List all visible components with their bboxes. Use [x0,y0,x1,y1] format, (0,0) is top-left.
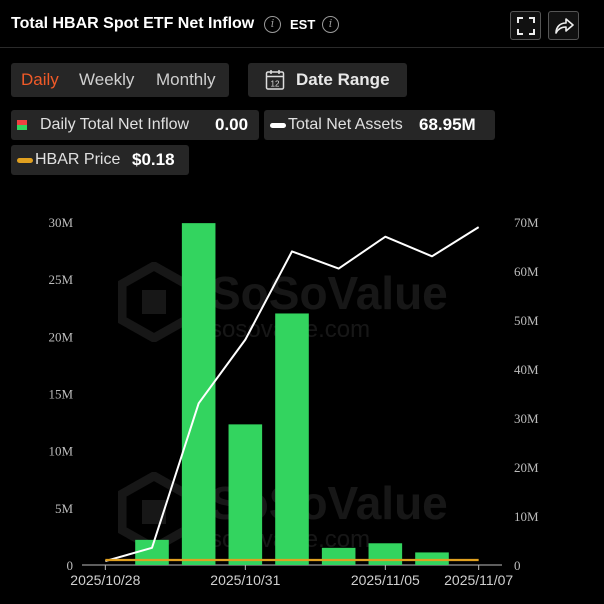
tab-weekly[interactable]: Weekly [79,70,135,89]
x-tick-label: 2025/11/05 [351,572,420,588]
inflow-bar [135,539,169,565]
net-assets-line [105,226,480,563]
inflow-bar [321,547,356,565]
y-right-tick-label: 0 [514,558,521,573]
y-right-tick-label: 20M [514,460,539,475]
tab-daily[interactable]: Daily [21,70,59,89]
y-right-tick-label: 40M [514,362,539,377]
assets-swatch-icon [270,123,286,128]
y-left-tick-label: 25M [48,272,73,287]
tab-monthly[interactable]: Monthly [156,70,216,89]
x-tick-label: 2025/11/07 [444,572,513,588]
timezone-label: EST [290,17,316,32]
timezone-info-icon[interactable]: i [322,16,339,33]
y-right-tick-label: 70M [514,215,539,230]
y-left-tick-label: 20M [48,329,73,344]
inflow-bar [181,223,216,566]
fullscreen-button[interactable] [510,11,541,40]
y-right-tick-label: 30M [514,411,539,426]
price-swatch-icon [17,158,33,163]
y-left-tick-label: 0 [67,558,74,573]
share-button[interactable] [548,11,579,40]
y-left-tick-label: 30M [48,215,73,230]
date-range-label: Date Range [296,70,390,89]
legend-price-label: HBAR Price [35,151,121,168]
y-left-tick-label: 10M [48,444,73,459]
share-icon [555,18,574,34]
y-left-tick-label: 5M [55,501,74,516]
chart-header: Total HBAR Spot ETF Net Inflow i EST i [0,0,604,48]
legend-inflow[interactable]: Daily Total Net Inflow 0.00 [11,110,259,140]
inflow-swatch-icon [17,120,27,130]
legend-price[interactable]: HBAR Price $0.18 [11,145,189,175]
legend-assets-value: 68.95M [419,115,476,134]
legend-assets-label: Total Net Assets [288,116,403,133]
inflow-bar [368,543,403,565]
inflow-bar [275,313,309,565]
legend-assets[interactable]: Total Net Assets 68.95M [264,110,495,140]
period-tabs: Daily Weekly Monthly [11,63,229,97]
date-range-button[interactable]: 12 Date Range [248,63,407,97]
legend-price-value: $0.18 [132,150,175,169]
y-right-tick-label: 50M [514,313,539,328]
chart-title: Total HBAR Spot ETF Net Inflow [11,15,255,32]
x-tick-label: 2025/10/31 [210,572,280,588]
info-icon[interactable]: i [264,16,281,33]
x-tick-label: 2025/10/28 [70,572,140,588]
y-left-tick-label: 15M [48,387,73,402]
legend-inflow-value: 0.00 [215,115,249,134]
legend-inflow-label: Daily Total Net Inflow [40,116,190,133]
inflow-bar [228,424,263,565]
fullscreen-icon [517,17,535,35]
y-right-tick-label: 60M [514,264,539,279]
y-right-tick-label: 10M [514,509,539,524]
inflow-bar [415,552,449,565]
calendar-icon-text: 12 [271,80,280,89]
calendar-icon: 12 [265,70,285,90]
